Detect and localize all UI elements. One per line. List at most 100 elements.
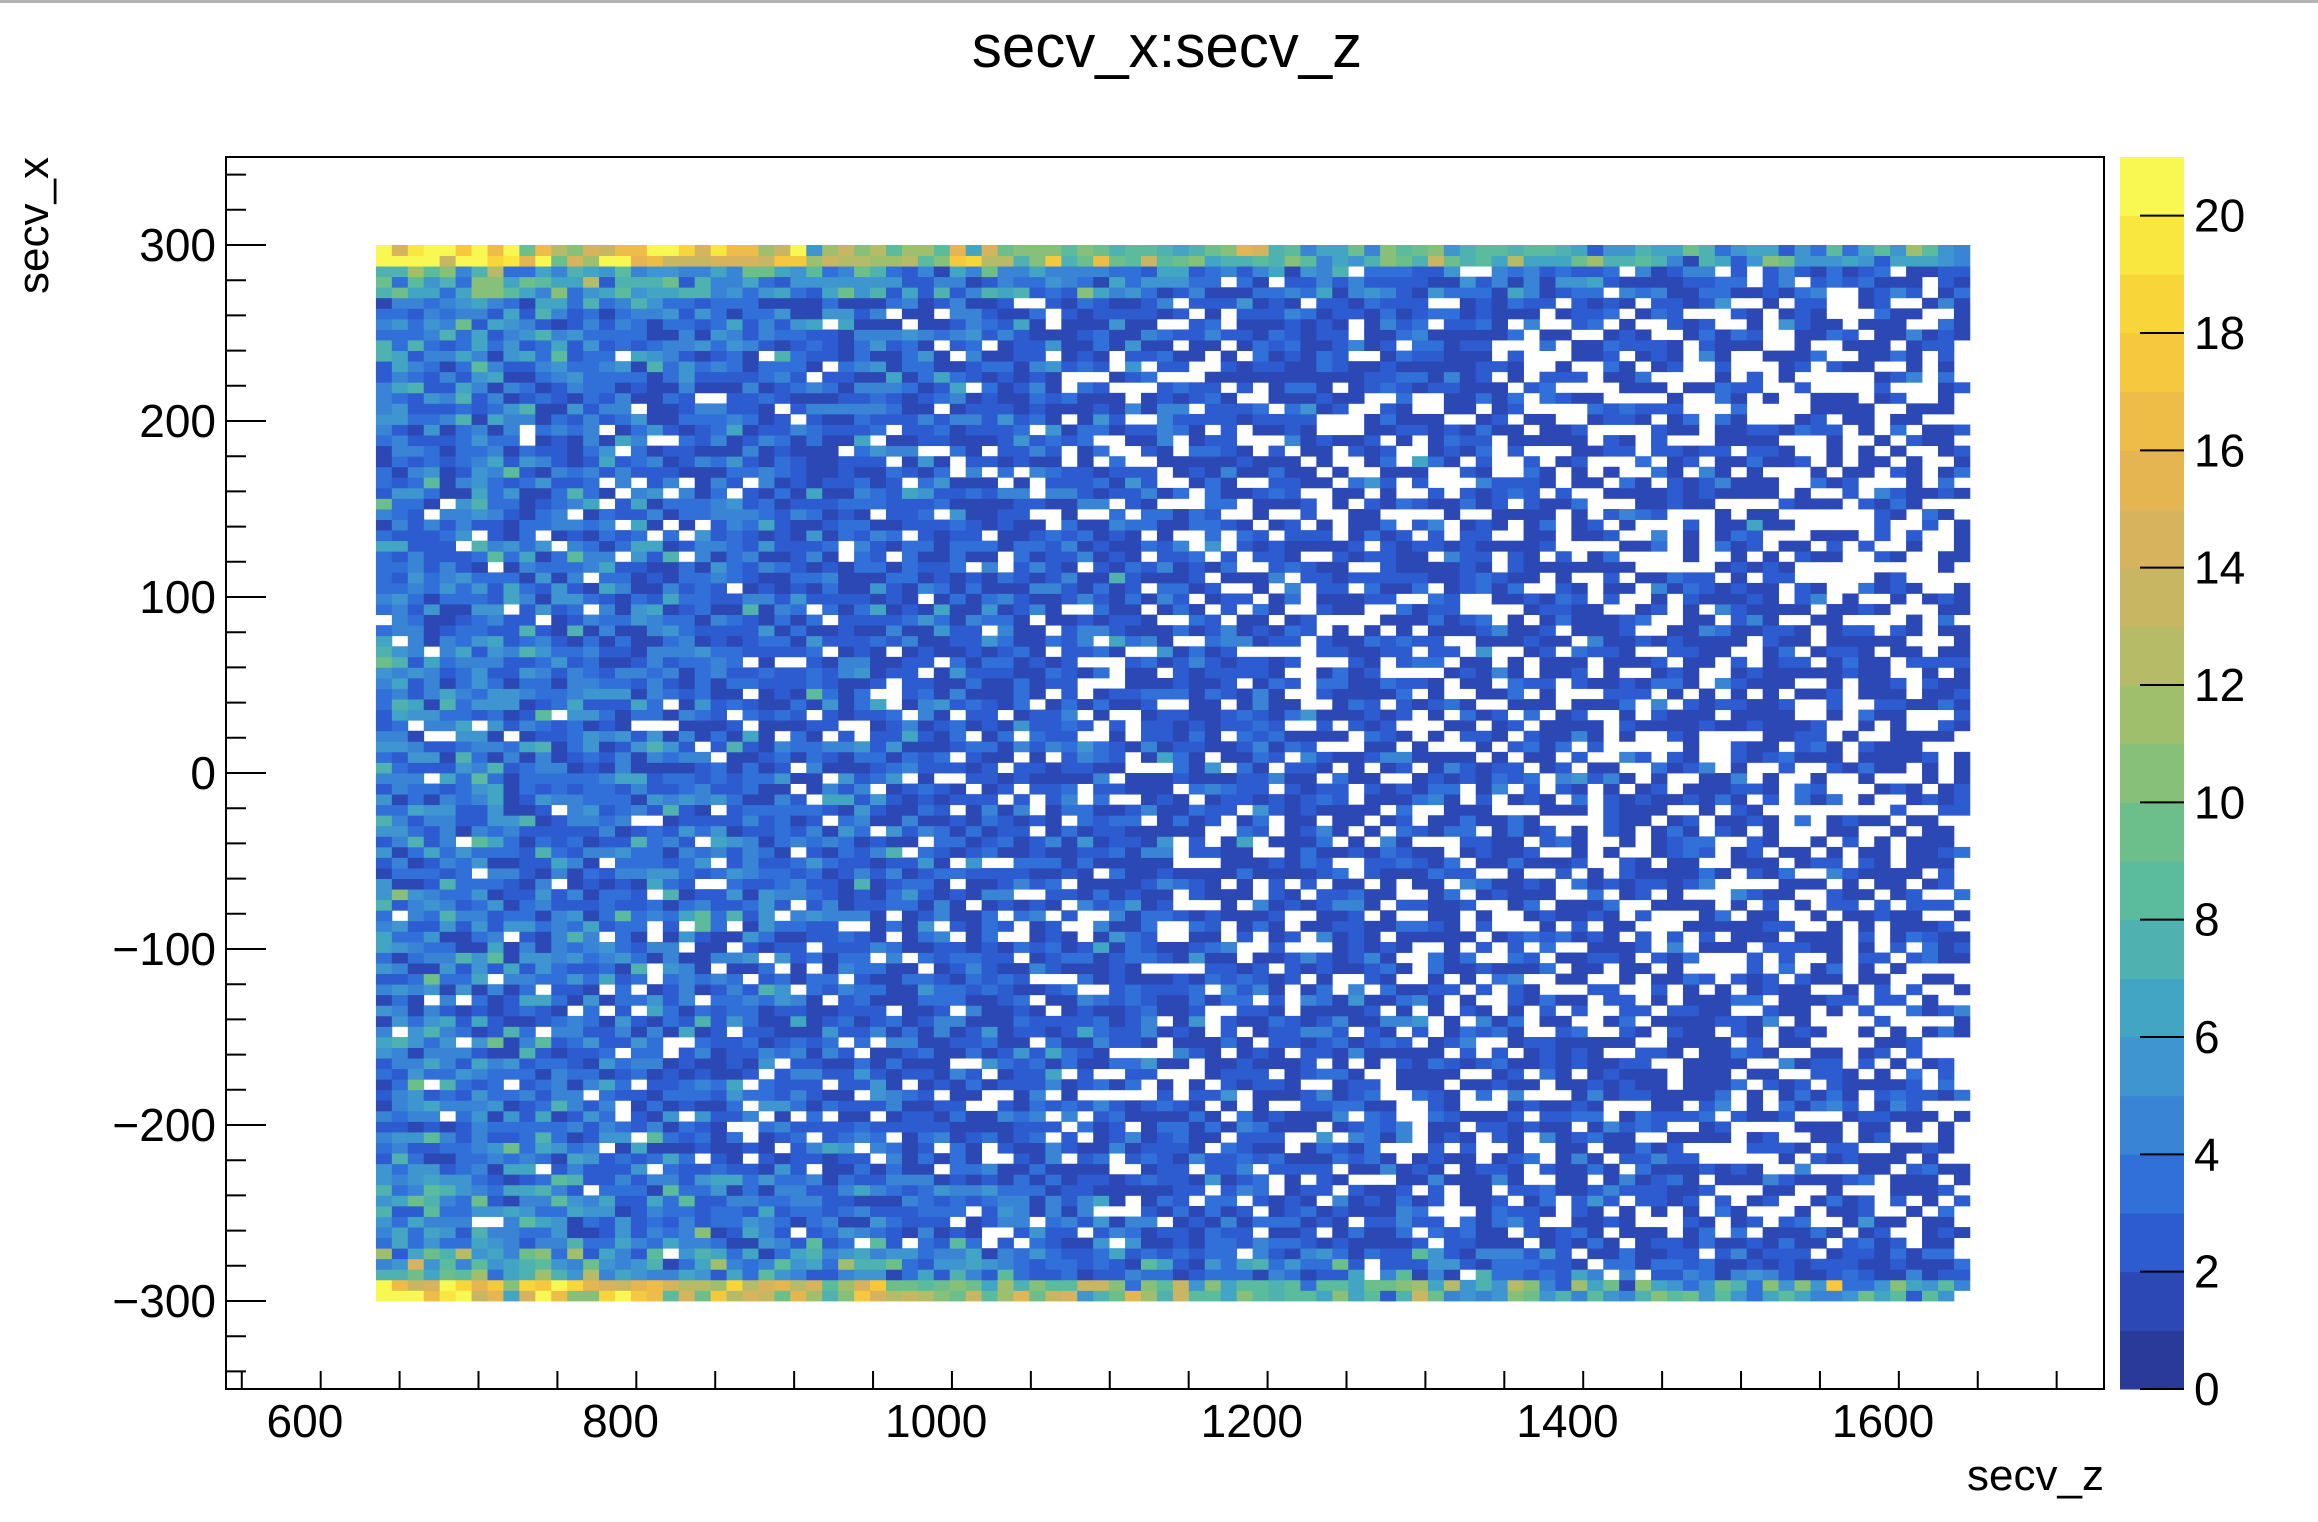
heatmap-cell [392,689,408,700]
heatmap-cell [583,477,599,488]
heatmap-cell [647,678,663,689]
heatmap-cell [535,1238,551,1249]
heatmap-cell [838,1121,854,1132]
heatmap-cell [758,995,774,1006]
heatmap-cell [727,1069,743,1080]
heatmap-cell [615,287,631,298]
heatmap-cell [1221,298,1237,309]
heatmap-cell [472,889,488,900]
heatmap-cell [1029,572,1045,583]
heatmap-cell [950,974,966,985]
heatmap-cell [854,287,870,298]
heatmap-cell [790,710,806,721]
heatmap-cell [472,805,488,816]
heatmap-cell [1029,1121,1045,1132]
heatmap-cell [886,319,902,330]
heatmap-cell [886,245,902,256]
heatmap-cell [806,847,822,858]
heatmap-cell [472,667,488,678]
heatmap-cell [551,984,567,995]
heatmap-cell [679,1280,695,1291]
heatmap-cell [376,710,392,721]
heatmap-cell [1157,1100,1173,1111]
heatmap-cell [615,657,631,668]
heatmap-cell [1109,879,1125,890]
heatmap-cell [392,815,408,826]
heatmap-cell [599,593,615,604]
heatmap-cell [583,1079,599,1090]
heatmap-cell [392,530,408,541]
heatmap-cell [950,910,966,921]
heatmap-cell [424,847,440,858]
heatmap-cell [982,879,998,890]
heatmap-cell [982,889,998,900]
heatmap-cell [918,1016,934,1027]
heatmap-cell [854,1026,870,1037]
heatmap-cell [822,836,838,847]
heatmap-cell [599,667,615,678]
heatmap-cell [679,805,695,816]
heatmap-cell [854,942,870,953]
heatmap-cell [1093,1005,1109,1016]
heatmap-cell [535,1132,551,1143]
heatmap-cell [456,699,472,710]
heatmap-cell [376,287,392,298]
heatmap-cell [950,1259,966,1270]
heatmap-cell [727,953,743,964]
heatmap-cell [950,646,966,657]
heatmap-cell [918,435,934,446]
heatmap-cell [1093,900,1109,911]
heatmap-cell [1205,762,1221,773]
heatmap-cell [1205,657,1221,668]
heatmap-cell [1077,393,1093,404]
heatmap-cell [1093,308,1109,319]
heatmap-cell [488,868,504,879]
heatmap-cell [472,1111,488,1122]
heatmap-cell [647,266,663,277]
heatmap-cell [376,403,392,414]
heatmap-cell [376,1227,392,1238]
heatmap-cell [1205,319,1221,330]
heatmap-cell [838,287,854,298]
heatmap-cell [982,604,998,615]
heatmap-cell [1109,1259,1125,1270]
heatmap-cell [1205,805,1221,816]
heatmap-cell [583,583,599,594]
heatmap-cell [918,256,934,267]
heatmap-cell [790,520,806,531]
heatmap-cell [583,931,599,942]
heatmap-cell [966,879,982,890]
heatmap-cell [1125,1185,1141,1196]
heatmap-cell [1221,636,1237,647]
heatmap-cell [743,1143,759,1154]
heatmap-cell [1077,1280,1093,1291]
heatmap-cell [551,731,567,742]
heatmap-cell [1189,710,1205,721]
heatmap-cell [503,329,519,340]
heatmap-cell [535,340,551,351]
heatmap-cell [1205,741,1221,752]
heatmap-cell [472,562,488,573]
heatmap-cell [695,446,711,457]
heatmap-cell [1237,1069,1253,1080]
heatmap-cell [727,995,743,1006]
heatmap-cell [456,615,472,626]
heatmap-cell [870,731,886,742]
heatmap-cell [758,699,774,710]
heatmap-cell [934,1238,950,1249]
heatmap-cell [838,467,854,478]
heatmap-cell [966,414,982,425]
heatmap-cell [551,689,567,700]
heatmap-cell [902,1164,918,1175]
heatmap-cell [1221,1259,1237,1270]
heatmap-cell [695,551,711,562]
heatmap-cell [376,826,392,837]
heatmap-cell [647,393,663,404]
heatmap-cell [1093,995,1109,1006]
heatmap-cell [1029,520,1045,531]
heatmap-cell [711,847,727,858]
heatmap-cell [966,604,982,615]
heatmap-cell [1109,298,1125,309]
heatmap-cell [615,319,631,330]
heatmap-cell [503,361,519,372]
